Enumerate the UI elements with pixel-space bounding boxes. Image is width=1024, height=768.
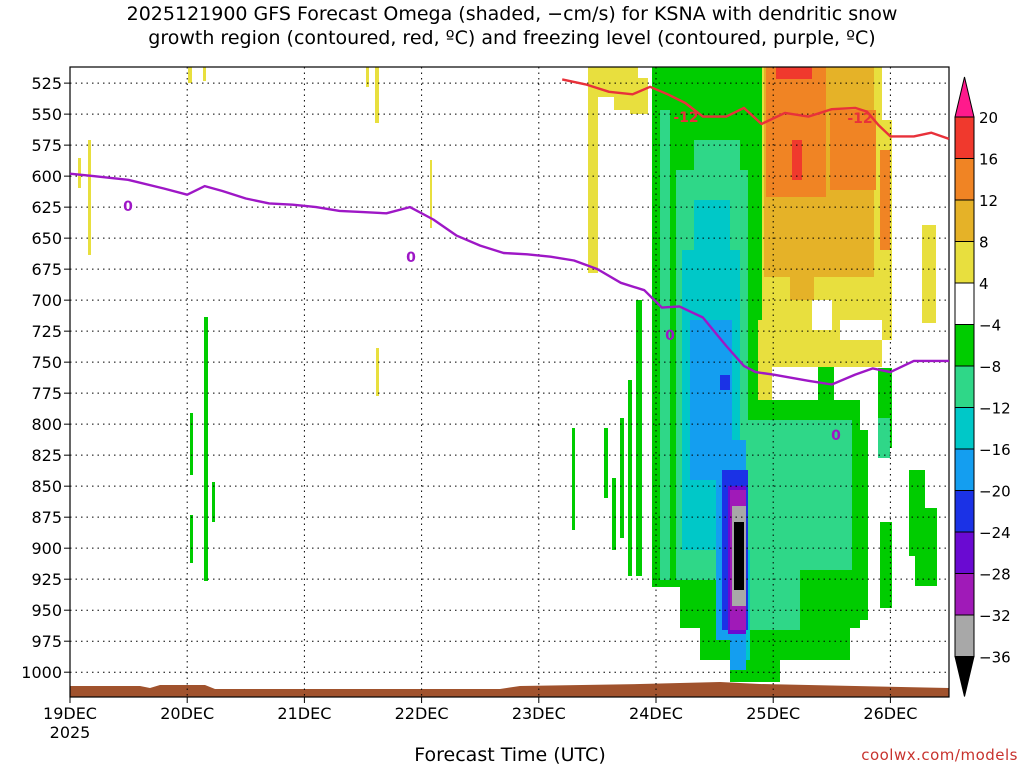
snow-growth-contour [561, 78, 950, 141]
x-tick-label: 25DEC [746, 704, 800, 723]
x-tick-label: 21DEC [277, 704, 331, 723]
colorbar-label: 16 [979, 151, 998, 169]
colorbar-swatch [954, 614, 975, 657]
colorbar-label: 4 [979, 275, 989, 293]
x-axis-title: Forecast Time (UTC) [414, 744, 606, 766]
y-tick-label: 600 [31, 167, 62, 186]
freezing-level-label: 0 [831, 428, 841, 444]
colorbar-label: −32 [979, 607, 1011, 625]
y-tick-label: 625 [31, 198, 62, 217]
x-tick-label: 20DEC [160, 704, 214, 723]
colorbar-swatch [954, 573, 975, 616]
colorbar-swatch [954, 158, 975, 201]
terrain-strip [70, 682, 949, 697]
colorbar-swatch [954, 116, 975, 159]
colorbar-swatch [954, 656, 975, 697]
freezing-level-label: 0 [406, 250, 416, 266]
y-tick-label: 900 [31, 539, 62, 558]
colorbar-label: −36 [979, 649, 1011, 667]
y-tick-label: 525 [31, 74, 62, 93]
x-axis: 19DEC 20DEC 21DEC 22DEC 23DEC 24DEC 25DEC 26DEC [43, 697, 917, 723]
y-tick-label: 550 [31, 105, 62, 124]
x-tick-label: 26DEC [863, 704, 917, 723]
colorbar-swatch [954, 76, 975, 118]
colorbar-label: −4 [979, 317, 1001, 335]
colorbar-swatch [954, 324, 975, 367]
freezing-level-label: 0 [123, 199, 133, 215]
colorbar-label: −24 [979, 524, 1011, 542]
snow-growth-label: -12 [673, 110, 698, 126]
contour-lines [69, 78, 950, 386]
colorbar-label: 20 [979, 109, 998, 127]
colorbar-swatch [954, 407, 975, 450]
x-tick-label: 19DEC [43, 704, 97, 723]
colorbar-swatch [954, 365, 975, 408]
y-tick-label: 575 [31, 136, 62, 155]
x-tick-label: 24DEC [629, 704, 683, 723]
contour-labels: 0 0 0 0 -12 -12 [123, 110, 873, 444]
y-tick-label: 650 [31, 229, 62, 248]
snow-growth-label: -12 [847, 111, 872, 127]
y-tick-label: 975 [31, 632, 62, 651]
freezing-level-contour [69, 172, 949, 386]
credit-link[interactable]: coolwx.com/models [861, 746, 1018, 764]
y-tick-label: 925 [31, 570, 62, 589]
colorbar-swatch [954, 241, 975, 284]
y-tick-label: 825 [31, 446, 62, 465]
y-tick-label: 675 [31, 260, 62, 279]
colorbar: 20 16 12 8 4 −4 −8 −12 −16 −20 −24 −28 −32 −36 [954, 76, 1011, 697]
chart-title: 2025121900 GFS Forecast Omega (shaded, −… [126, 3, 898, 49]
colorbar-swatch [954, 199, 975, 242]
colorbar-swatch [954, 531, 975, 574]
colorbar-label: −12 [979, 400, 1011, 418]
colorbar-label: −8 [979, 358, 1001, 376]
colorbar-swatch [954, 282, 975, 325]
plot-frame [69, 66, 950, 698]
freezing-level-label: 0 [665, 328, 675, 344]
x-tick-label: 23DEC [512, 704, 566, 723]
y-tick-label: 750 [31, 353, 62, 372]
colorbar-label: −28 [979, 566, 1011, 584]
omega-shading [78, 67, 937, 682]
y-tick-label: 1000 [21, 663, 62, 682]
y-tick-label: 875 [31, 508, 62, 527]
y-axis: 525 550 575 600 625 650 675 700 725 750 775 800 825 8… [21, 74, 70, 682]
x-tick-label: 22DEC [395, 704, 449, 723]
colorbar-swatch [954, 448, 975, 491]
y-tick-label: 800 [31, 415, 62, 434]
y-tick-label: 700 [31, 291, 62, 310]
grid-lines [70, 67, 949, 697]
x-axis-year-label: 2025 [50, 723, 91, 742]
colorbar-swatch [954, 490, 975, 533]
y-tick-label: 725 [31, 322, 62, 341]
y-tick-label: 950 [31, 601, 62, 620]
colorbar-label: −20 [979, 483, 1011, 501]
y-tick-label: 775 [31, 384, 62, 403]
colorbar-label: 8 [979, 234, 989, 252]
y-tick-label: 850 [31, 477, 62, 496]
colorbar-label: 12 [979, 192, 998, 210]
colorbar-label: −16 [979, 441, 1011, 459]
